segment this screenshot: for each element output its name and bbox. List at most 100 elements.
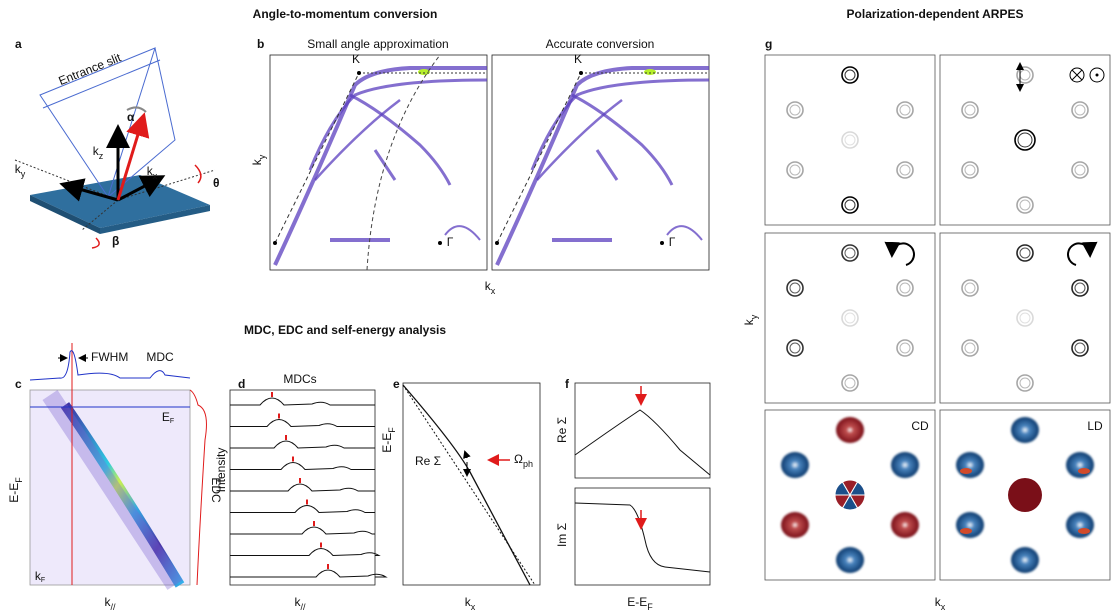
fermi-pocket (1072, 102, 1088, 118)
pol-in-dot (1096, 74, 1099, 77)
slit-label: Entrance slit (56, 50, 123, 88)
fermi-pocket-inner (790, 105, 800, 115)
omega-label-main: Ω (514, 452, 523, 466)
corner-point (273, 241, 277, 245)
mdc-title: MDCs (283, 372, 316, 386)
dichroism-pocket (891, 452, 919, 478)
x-axis-label-sub: x (491, 286, 496, 296)
fermi-pocket (962, 162, 978, 178)
fermi-pocket (842, 67, 858, 83)
dichroism-pocket (1066, 512, 1094, 538)
dichroism-pocket (781, 512, 809, 538)
bare-band (403, 385, 535, 585)
y-axis-label: Intensity (214, 448, 228, 493)
ld-label: LD (1087, 419, 1103, 433)
hot-spot (644, 69, 656, 75)
mdc-trace (230, 398, 375, 405)
gamma-point (660, 241, 664, 245)
fermi-pocket-inner (965, 105, 975, 115)
fermi-pocket (897, 102, 913, 118)
fermi-pocket-inner (1018, 133, 1032, 147)
dichroism-pocket (781, 452, 809, 478)
fermi-pocket-inner (790, 165, 800, 175)
re-sigma-label: Re Σ (415, 454, 441, 468)
panel-letter: f (565, 377, 570, 391)
fermi-pocket (787, 280, 803, 296)
y-axis-label-main: E-E (7, 483, 21, 503)
panel-letter: g (765, 37, 772, 51)
fermi-pocket-inner (845, 70, 855, 80)
dichroism-pocket (891, 512, 919, 538)
fermi-pocket (787, 162, 803, 178)
x-axis-label-sub: // (300, 602, 306, 612)
fermi-pocket-inner (1075, 283, 1085, 293)
fermi-pocket-inner (790, 283, 800, 293)
dichroism-lobe (1078, 528, 1090, 534)
dashed-line (497, 73, 581, 243)
y-axis-label-main: E-E (380, 433, 394, 453)
fermi-pocket-inner (965, 165, 975, 175)
fermi-pocket (1017, 310, 1033, 326)
fwhm-label: FWHM (91, 350, 128, 364)
dichroism-pocket (956, 512, 984, 538)
y-axis-label-sub: y (257, 154, 267, 159)
figure: Angle-to-momentum conversion MDC, EDC and… (0, 0, 1118, 615)
k-point-label: K (352, 52, 360, 66)
mdc-trace (230, 441, 375, 448)
band-feature (350, 95, 450, 185)
x-axis-label: E-EF (627, 595, 653, 612)
beta-label: β (112, 234, 119, 248)
panel-letter: a (15, 37, 22, 51)
fermi-pocket-inner (1020, 70, 1030, 80)
re-frame (575, 383, 710, 478)
y-axis-label: E-EF (7, 477, 24, 503)
fermi-pocket (962, 102, 978, 118)
omega-label-sub: ph (523, 459, 533, 469)
x-axis-label: k// (104, 595, 116, 612)
k-point (579, 71, 583, 75)
panel-letter: d (238, 377, 245, 391)
fermi-pocket-inner (900, 165, 910, 175)
x-axis-label: kx (485, 279, 496, 296)
fermi-pocket (1072, 280, 1088, 296)
pol-out-cross (1072, 70, 1082, 80)
x-axis-label: kx (935, 595, 946, 612)
fermi-pocket (787, 102, 803, 118)
map-title: Accurate conversion (546, 37, 655, 51)
y-axis-label-sub: F (387, 427, 397, 433)
fermi-pocket-inner (1020, 200, 1030, 210)
renormalized-band (403, 385, 530, 585)
fermi-pocket (1017, 67, 1033, 83)
mdc-trace (230, 570, 386, 577)
edc-curve (190, 390, 206, 585)
circ-pol-right (1068, 243, 1090, 265)
dichroism-lobe (960, 468, 972, 474)
mdc-trace (230, 463, 375, 470)
mdc-trace (230, 420, 375, 427)
fermi-pocket (897, 280, 913, 296)
gamma-point (438, 241, 442, 245)
fermi-pocket (1072, 340, 1088, 356)
kz-label-sub: z (99, 151, 104, 161)
x-axis-label: k// (294, 595, 306, 612)
y-axis-label: E-EF (380, 427, 397, 453)
fermi-pocket-inner (1020, 248, 1030, 258)
theta-label: θ (213, 176, 220, 190)
dichroism-pocket (1011, 547, 1039, 573)
band-feature (497, 68, 709, 265)
y-axis-label: Im Σ (555, 523, 569, 547)
dispersion-frame (403, 383, 540, 585)
omega-label: Ωph (514, 452, 533, 469)
panel-letter: e (393, 377, 400, 391)
fermi-pocket (842, 197, 858, 213)
section-heading: MDC, EDC and self-energy analysis (244, 323, 446, 337)
section-heading: Polarization-dependent ARPES (847, 7, 1024, 21)
sample-plate (30, 175, 210, 228)
fermi-pocket-inner (845, 200, 855, 210)
x-axis-label-sub: x (941, 602, 946, 612)
ef-label-sub: F (170, 418, 174, 425)
ef-label-main: E (162, 410, 170, 424)
x-axis-label: kx (465, 595, 476, 612)
ld-center (1008, 478, 1042, 512)
section-heading: Angle-to-momentum conversion (253, 7, 438, 21)
